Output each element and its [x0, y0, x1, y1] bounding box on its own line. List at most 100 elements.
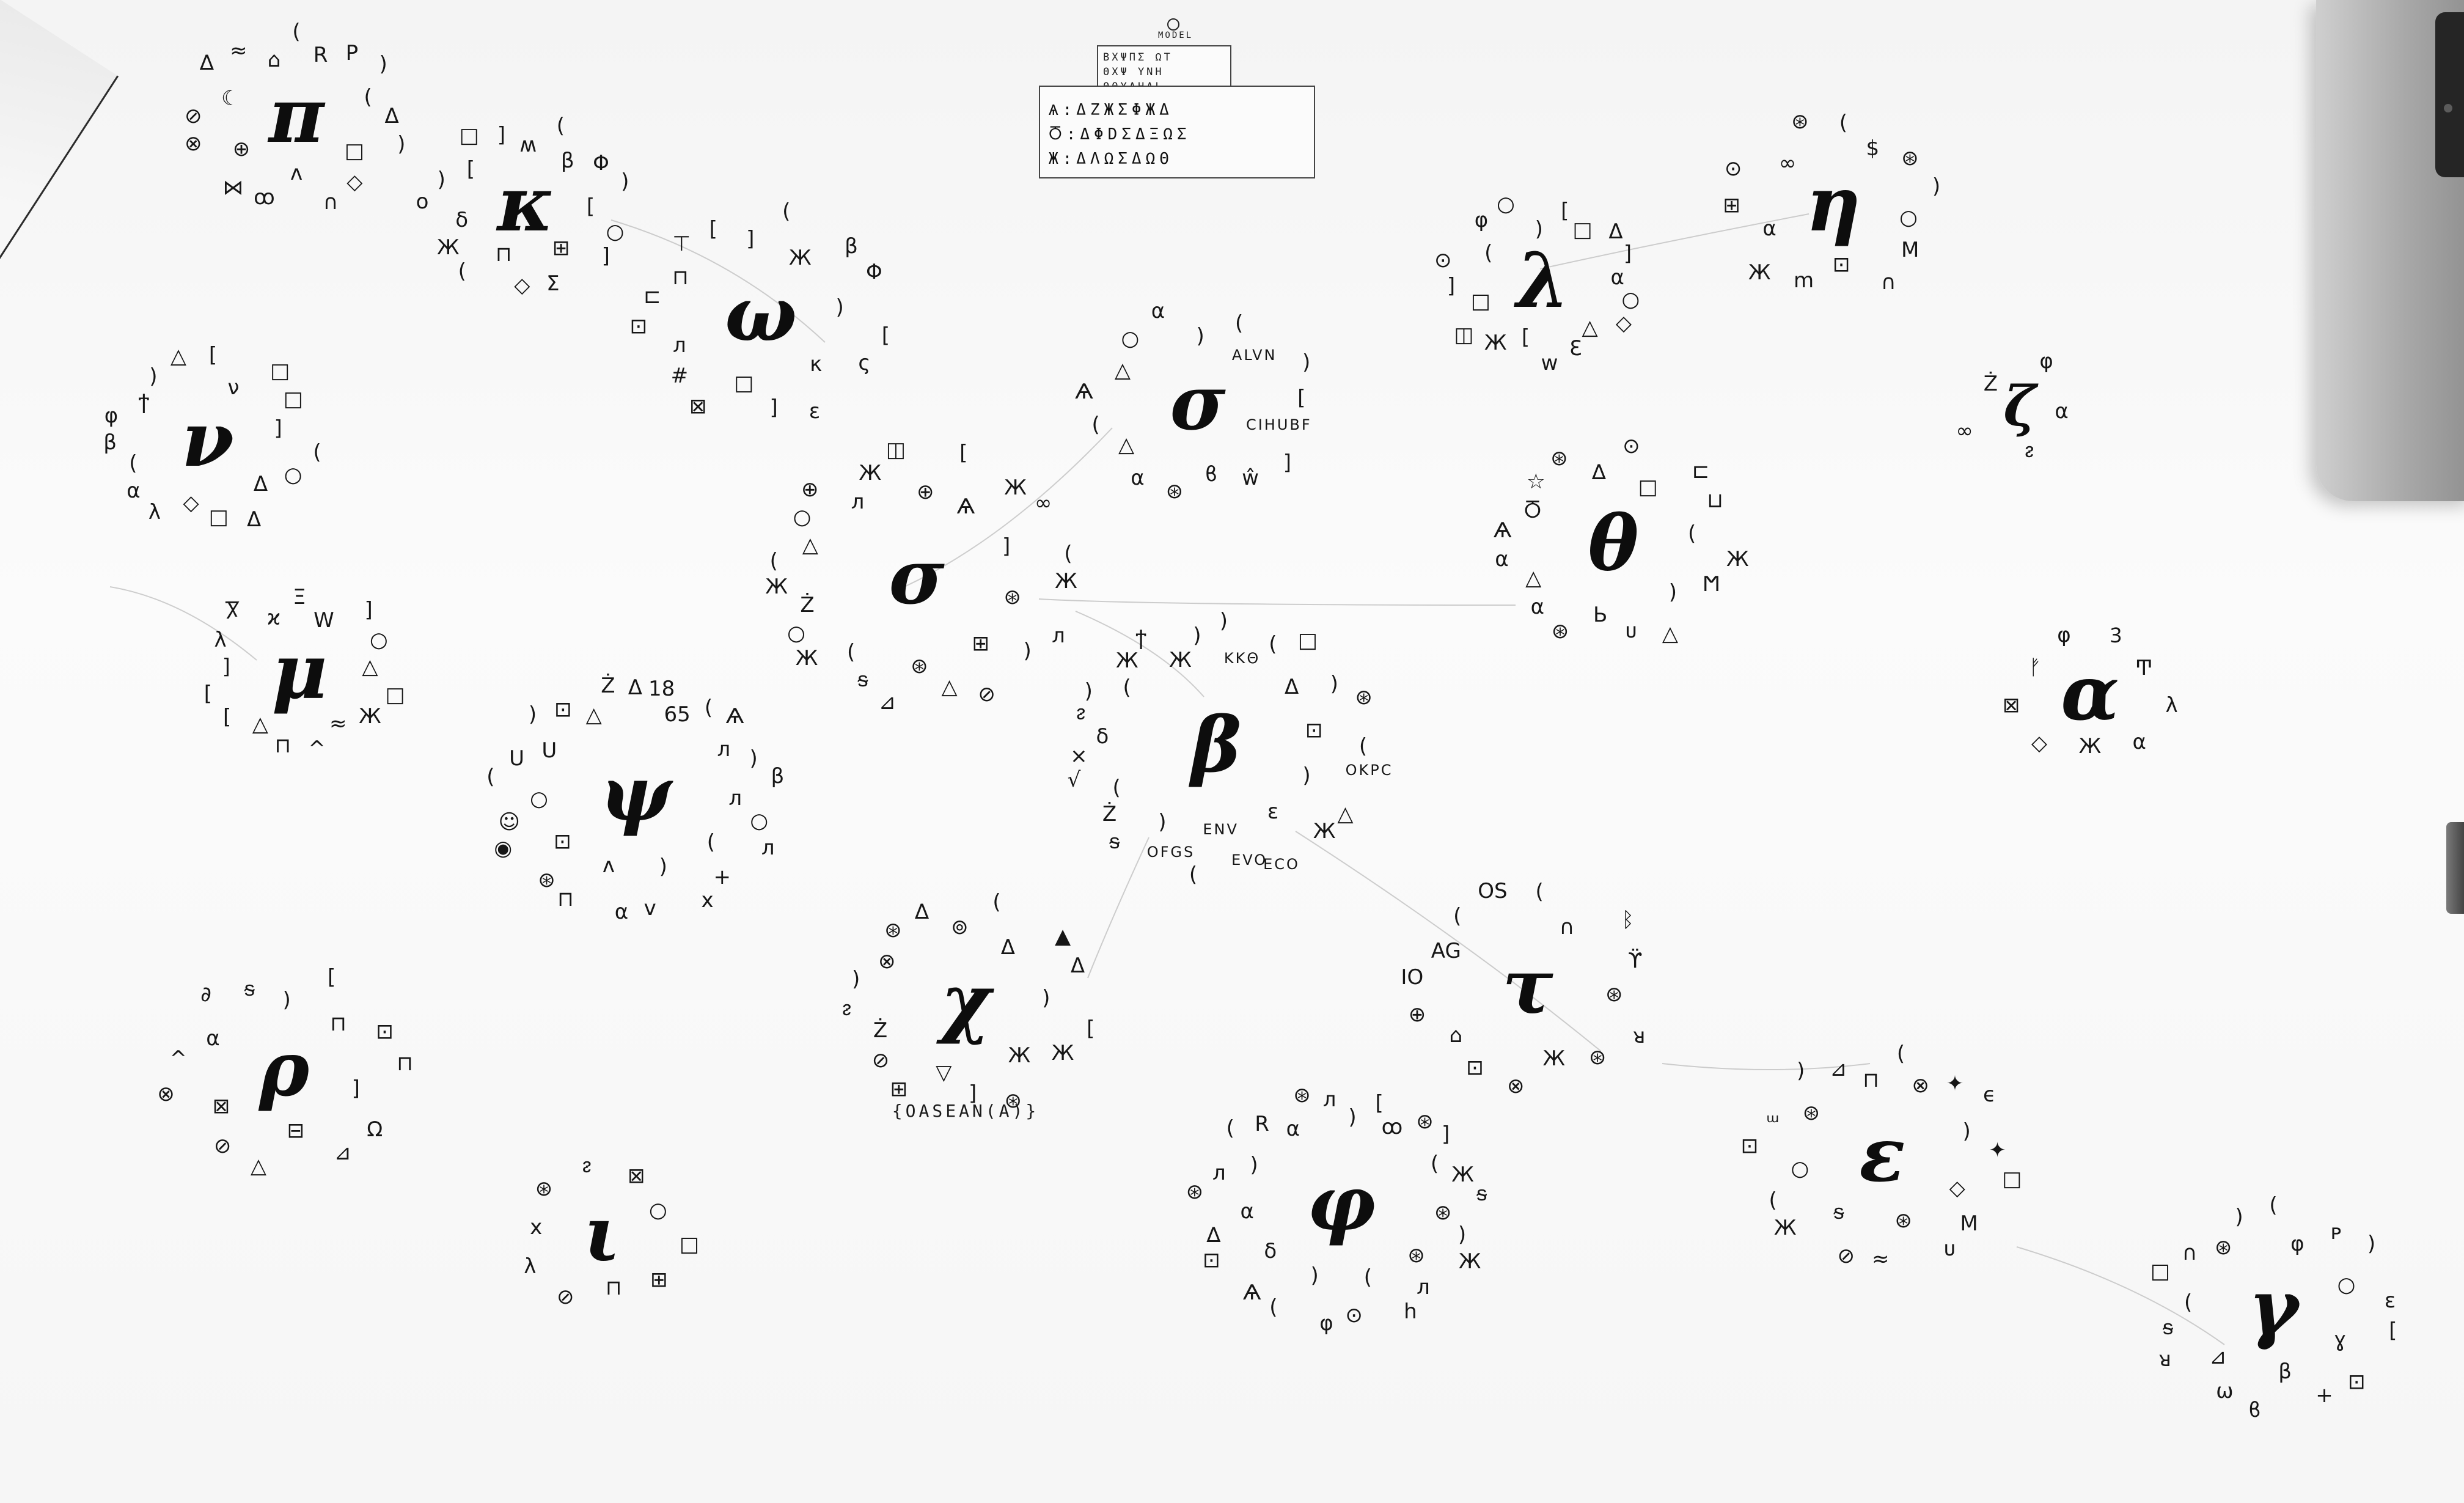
cluster-glyph: + — [713, 865, 732, 889]
cluster-glyph: ^ — [308, 737, 326, 762]
cluster-glyph: ⊞ — [972, 631, 990, 656]
cluster-glyph: ⊗ — [1912, 1073, 1929, 1098]
cluster-glyph: Ͳ — [2135, 656, 2153, 681]
cluster-glyph: [ — [204, 682, 213, 706]
cluster-glyph: ⊡ — [1305, 718, 1323, 743]
cluster-glyph: ( — [1431, 1151, 1439, 1176]
cluster-glyph: ) — [851, 967, 860, 992]
cluster-glyph: Ж — [1313, 818, 1336, 843]
cluster-glyph: □ — [283, 386, 303, 411]
cluster-glyph: [ — [1521, 325, 1530, 350]
cluster-glyph: α — [1151, 298, 1165, 323]
cluster-glyph: Ѧ — [1242, 1280, 1261, 1305]
cluster-glyph: ( — [846, 640, 856, 665]
cluster-glyph: ) — [749, 746, 758, 771]
cluster-glyph: Ж — [1116, 649, 1138, 674]
cluster-glyph: # — [670, 364, 689, 389]
cluster-glyph: ᴜ — [1943, 1237, 1956, 1261]
cluster-glyph: ⊛ — [1416, 1109, 1434, 1134]
cluster-glyph: ∩ — [323, 190, 339, 215]
cluster-glyph: ) — [2235, 1204, 2243, 1229]
cluster-glyph: ᵴ — [244, 977, 255, 1002]
cluster-glyph: □ — [459, 123, 479, 149]
cluster-glyph: ⊘ — [1837, 1244, 1855, 1269]
cluster-glyph: EVO — [1231, 851, 1268, 869]
cluster-glyph: ⊠ — [2002, 693, 2020, 718]
cluster-glyph: φ — [2057, 622, 2071, 647]
cluster-glyph: ⊓ — [605, 1276, 622, 1301]
edge — [1539, 213, 1810, 270]
cluster-glyph: Ѧ — [725, 704, 744, 729]
cluster-glyph: ] — [1447, 273, 1456, 298]
cluster-glyph: [ — [1561, 198, 1569, 223]
cluster-glyph: α — [2132, 730, 2146, 755]
cluster-glyph: ᴘ — [2330, 1220, 2342, 1244]
cluster-glyph: ( — [2184, 1290, 2193, 1315]
cluster-glyph: ᴫ — [1322, 1087, 1336, 1112]
cluster-center-letter: ζ — [2003, 374, 2036, 439]
cluster-center-letter: λ — [1516, 237, 1570, 325]
cluster-glyph: ⊓ — [495, 241, 512, 266]
cluster-center-letter: σ — [1170, 359, 1226, 447]
cluster-glyph: ○ — [793, 505, 812, 530]
cluster-glyph: ] — [351, 1076, 360, 1101]
cluster-caption: {OASEAN(A)} — [892, 1101, 1040, 1121]
cluster-glyph: ○ — [1121, 326, 1140, 351]
cluster-glyph: ∩ — [2182, 1241, 2198, 1266]
cluster-glyph: ) — [1668, 579, 1678, 605]
cluster-glyph: ⊡ — [1832, 252, 1850, 277]
cluster-glyph: ( — [1269, 1295, 1278, 1320]
cluster-glyph: ) — [282, 988, 291, 1013]
cluster-glyph: Ж — [1726, 547, 1749, 572]
cluster-glyph: Δ — [384, 104, 399, 128]
legend-key-row: Ѧ:ΔΖЖΣΦЖΔ — [1049, 101, 1173, 119]
cluster-glyph: ʌ — [290, 160, 303, 185]
cluster-glyph: ᵴ — [1476, 1181, 1487, 1206]
cluster-glyph: ⊗ — [1506, 1074, 1525, 1099]
cluster-glyph: ⊡ — [1466, 1056, 1484, 1081]
cluster-glyph: ) — [1348, 1105, 1357, 1130]
model-legend: MODEL ΒΧΨΠΣ ΩΤ ΘΧΨ ΥΝΗ ΘΘΥΛΗΔL Ѧ:ΔΖЖΣΦЖΔ… — [1039, 18, 1320, 180]
cluster-glyph: Σ — [546, 271, 560, 296]
cluster-glyph: ᴤ — [842, 996, 851, 1021]
cluster-glyph: □ — [344, 138, 364, 163]
cluster-glyph: ] — [364, 598, 373, 622]
cluster-glyph: λ — [214, 628, 227, 653]
cluster-glyph: ) — [621, 169, 629, 194]
cluster-glyph: α — [1762, 216, 1777, 241]
cluster-glyph: [ — [328, 965, 336, 990]
cluster-glyph: ∆ — [1592, 460, 1606, 485]
cluster-glyph: ⊟ — [287, 1118, 305, 1143]
legend-top-row: ΘΧΨ ΥΝΗ — [1103, 66, 1164, 78]
cluster-center-letter: ω — [724, 270, 798, 359]
cluster-glyph: ⌂ — [267, 47, 281, 72]
cluster-glyph: Ⴟ — [224, 600, 240, 624]
cluster-glyph: Δ — [1070, 954, 1085, 979]
cluster-glyph: ○ — [606, 219, 625, 244]
cluster-glyph: △ — [1114, 358, 1131, 383]
cluster-glyph: [ — [466, 157, 475, 182]
cluster-center-letter: γ — [2248, 1263, 2298, 1352]
cluster-glyph: □ — [1638, 475, 1658, 499]
cluster-glyph: ⊓ — [557, 886, 574, 911]
cluster-glyph: Ѧ — [956, 494, 975, 519]
cluster-glyph: φ — [1474, 207, 1489, 232]
cluster-glyph: ] — [222, 654, 230, 679]
legend-top-row: ΒΧΨΠΣ ΩΤ — [1103, 51, 1173, 64]
cluster-glyph: φ — [2039, 348, 2053, 373]
cluster-glyph: ( — [364, 84, 372, 109]
cluster-glyph: ⊕ — [917, 479, 934, 504]
cluster-glyph: κ — [810, 351, 823, 377]
cluster-glyph: ⊛ — [2214, 1235, 2232, 1260]
cluster-glyph: ( — [992, 889, 1001, 914]
cluster-glyph: ) — [659, 854, 667, 879]
cluster-glyph: [ — [1087, 1016, 1095, 1041]
cluster-glyph: ⊛ — [1894, 1208, 1912, 1233]
cluster-glyph: W — [314, 608, 334, 633]
cluster-glyph: ⊿ — [878, 689, 897, 715]
cluster-glyph: h — [1404, 1299, 1417, 1324]
edge — [1075, 611, 1204, 697]
cluster-glyph: ɣ — [2334, 1327, 2347, 1352]
cluster-glyph: ☆ — [1527, 469, 1546, 494]
cluster-glyph: ⊘ — [213, 1134, 232, 1159]
